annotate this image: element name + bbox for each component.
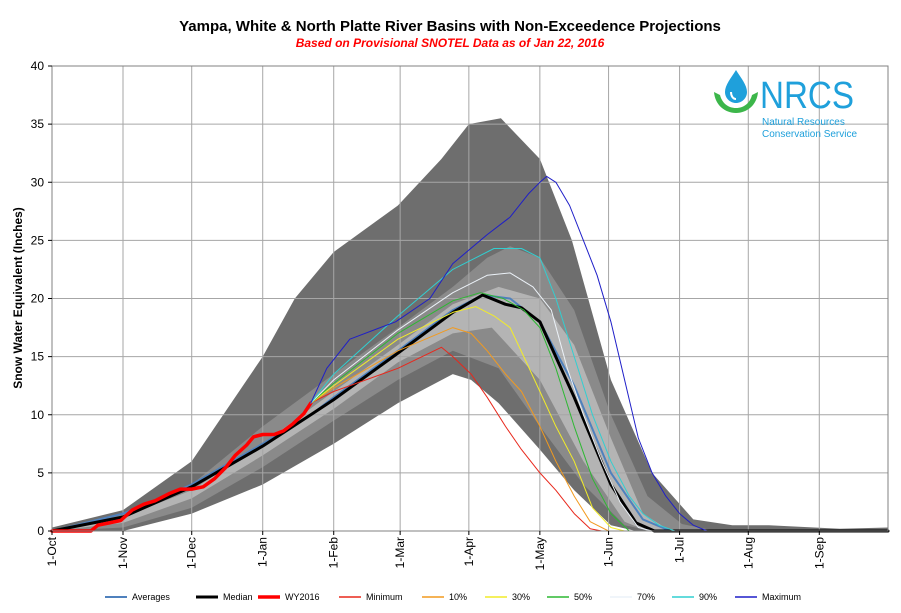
water-drop-icon — [725, 70, 747, 103]
series-lines — [50, 175, 890, 533]
series-line-90 — [310, 248, 889, 532]
logo-line-1: Natural Resources — [762, 117, 845, 128]
y-axis-ticks: 0 5 10 15 20 25 30 35 40 — [31, 59, 52, 538]
x-tick-label: 1-May — [533, 537, 547, 570]
legend: Averages Median WY2016 Minimum 10% 30% 50% 70% 9… — [105, 592, 801, 602]
nrcs-logo: NRCS Natural Resources Conservation Serv… — [714, 70, 857, 140]
legend-label-30: 30% — [512, 592, 530, 602]
legend-label-median: Median — [223, 592, 253, 602]
y-tick-label: 0 — [37, 524, 44, 538]
x-tick-label: 1-Apr — [462, 537, 476, 566]
leaf-arc-icon — [714, 92, 758, 113]
x-tick-label: 1-Jan — [256, 537, 270, 567]
y-tick-label: 10 — [31, 408, 45, 422]
series-line-10 — [310, 327, 889, 532]
x-tick-label: 1-Nov — [116, 537, 130, 569]
y-tick-label: 35 — [31, 117, 45, 131]
projection-bands — [52, 118, 888, 532]
x-tick-label: 1-Aug — [741, 537, 755, 569]
series-line-70 — [310, 272, 889, 532]
y-tick-label: 40 — [31, 59, 45, 73]
y-tick-label: 20 — [31, 292, 45, 306]
x-tick-label: 1-Jul — [673, 537, 687, 563]
gridlines — [52, 66, 888, 531]
legend-label-50: 50% — [574, 592, 592, 602]
logo-wordmark: NRCS — [760, 75, 854, 117]
legend-label-90: 90% — [699, 592, 717, 602]
band-90-band — [52, 246, 888, 531]
legend-label-maximum: Maximum — [762, 592, 801, 602]
y-tick-label: 15 — [31, 350, 45, 364]
legend-label-10: 10% — [449, 592, 467, 602]
x-tick-label: 1-Feb — [327, 537, 341, 569]
legend-label-minimum: Minimum — [366, 592, 403, 602]
series-line-wy2016 — [50, 401, 313, 533]
legend-label-70: 70% — [637, 592, 655, 602]
x-tick-label: 1-Mar — [393, 537, 407, 568]
y-axis-label: Snow Water Equivalent (Inches) — [11, 207, 25, 389]
series-line-minimum — [310, 346, 889, 532]
chart-title: Yampa, White & North Platte River Basins… — [179, 18, 721, 35]
x-axis-ticks: 1-Oct 1-Nov 1-Dec 1-Jan 1-Feb 1-Mar 1-Apr 1-May… — [45, 531, 826, 570]
x-tick-label: 1-Sep — [812, 537, 826, 569]
legend-label-averages: Averages — [132, 592, 170, 602]
series-line-50 — [310, 292, 889, 532]
y-tick-label: 5 — [37, 466, 44, 480]
x-tick-label: 1-Oct — [45, 536, 59, 566]
series-line-30 — [310, 306, 889, 532]
y-tick-label: 30 — [31, 175, 45, 189]
logo-line-2: Conservation Service — [762, 129, 857, 140]
series-line-maximum — [310, 175, 889, 532]
legend-label-wy2016: WY2016 — [285, 592, 320, 602]
chart-subtitle: Based on Provisional SNOTEL Data as of J… — [296, 36, 605, 50]
y-tick-label: 25 — [31, 233, 45, 247]
series-line-median — [50, 293, 890, 533]
x-tick-label: 1-Dec — [185, 537, 199, 569]
x-tick-label: 1-Jun — [602, 537, 616, 567]
